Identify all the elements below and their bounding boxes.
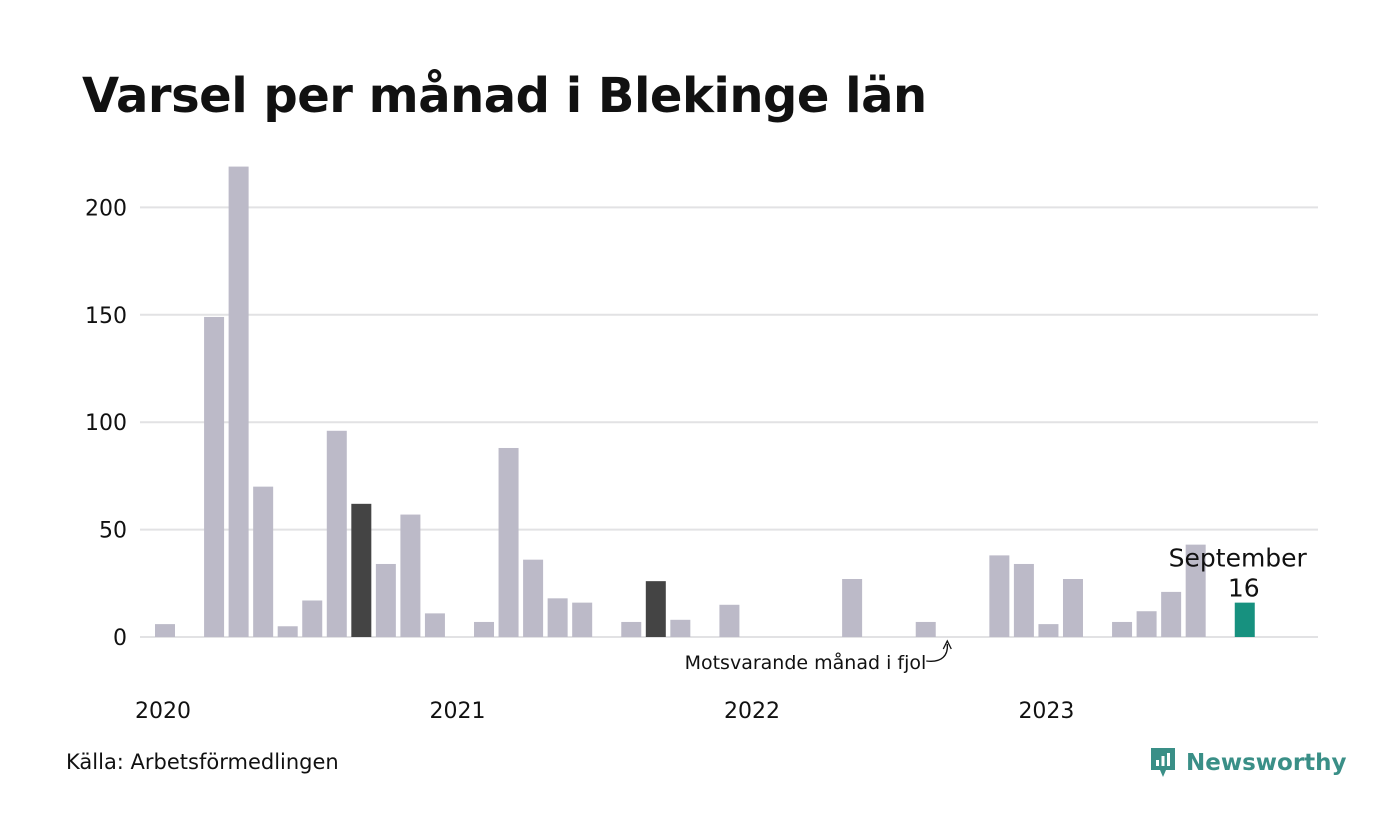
bar <box>842 579 863 637</box>
bar <box>1062 579 1083 637</box>
bar <box>474 621 495 637</box>
x-year-label: 2023 <box>1018 699 1074 724</box>
bar <box>670 619 691 637</box>
annotation-arrow <box>926 643 948 662</box>
bar <box>1161 591 1182 637</box>
bar <box>719 604 740 637</box>
bar <box>424 613 445 637</box>
bar <box>989 555 1010 637</box>
bar <box>277 626 298 637</box>
bar <box>572 602 593 637</box>
y-tick-label: 100 <box>85 411 127 436</box>
bar <box>1013 563 1034 637</box>
bar <box>400 514 421 637</box>
chart-title: Varsel per månad i Blekinge län <box>82 68 927 124</box>
x-year-label: 2020 <box>135 699 191 724</box>
bar <box>155 624 175 637</box>
newsworthy-logo-icon <box>1151 748 1175 777</box>
bar <box>302 600 323 637</box>
newsworthy-logo: Newsworthy <box>1148 743 1347 783</box>
x-year-label: 2022 <box>724 699 780 724</box>
bar <box>228 166 249 637</box>
bar <box>498 447 519 637</box>
bar <box>253 486 274 637</box>
annotation-arrowhead <box>942 639 952 650</box>
bar <box>204 316 225 637</box>
bar <box>547 598 568 637</box>
bar <box>523 559 544 637</box>
bar <box>1185 544 1206 637</box>
bar <box>351 503 372 637</box>
y-tick-label: 150 <box>85 304 127 329</box>
current-month-label: September <box>1169 544 1308 573</box>
bar <box>375 563 396 637</box>
bar <box>1038 624 1059 637</box>
source-note: Källa: Arbetsförmedlingen <box>66 750 339 774</box>
bar <box>621 621 642 637</box>
y-tick-label: 0 <box>113 626 127 651</box>
bar <box>1136 611 1157 637</box>
y-tick-label: 200 <box>85 196 127 221</box>
bar <box>645 581 666 637</box>
bar <box>326 430 347 637</box>
bar <box>1234 602 1255 637</box>
bar <box>915 621 936 637</box>
current-value-label: 16 <box>1228 574 1260 603</box>
x-year-label: 2021 <box>429 699 485 724</box>
annotation-label: Motsvarande månad i fjol <box>685 651 927 674</box>
bar <box>1112 621 1133 637</box>
y-tick-label: 50 <box>99 519 127 544</box>
brand-name: Newsworthy <box>1186 750 1347 776</box>
